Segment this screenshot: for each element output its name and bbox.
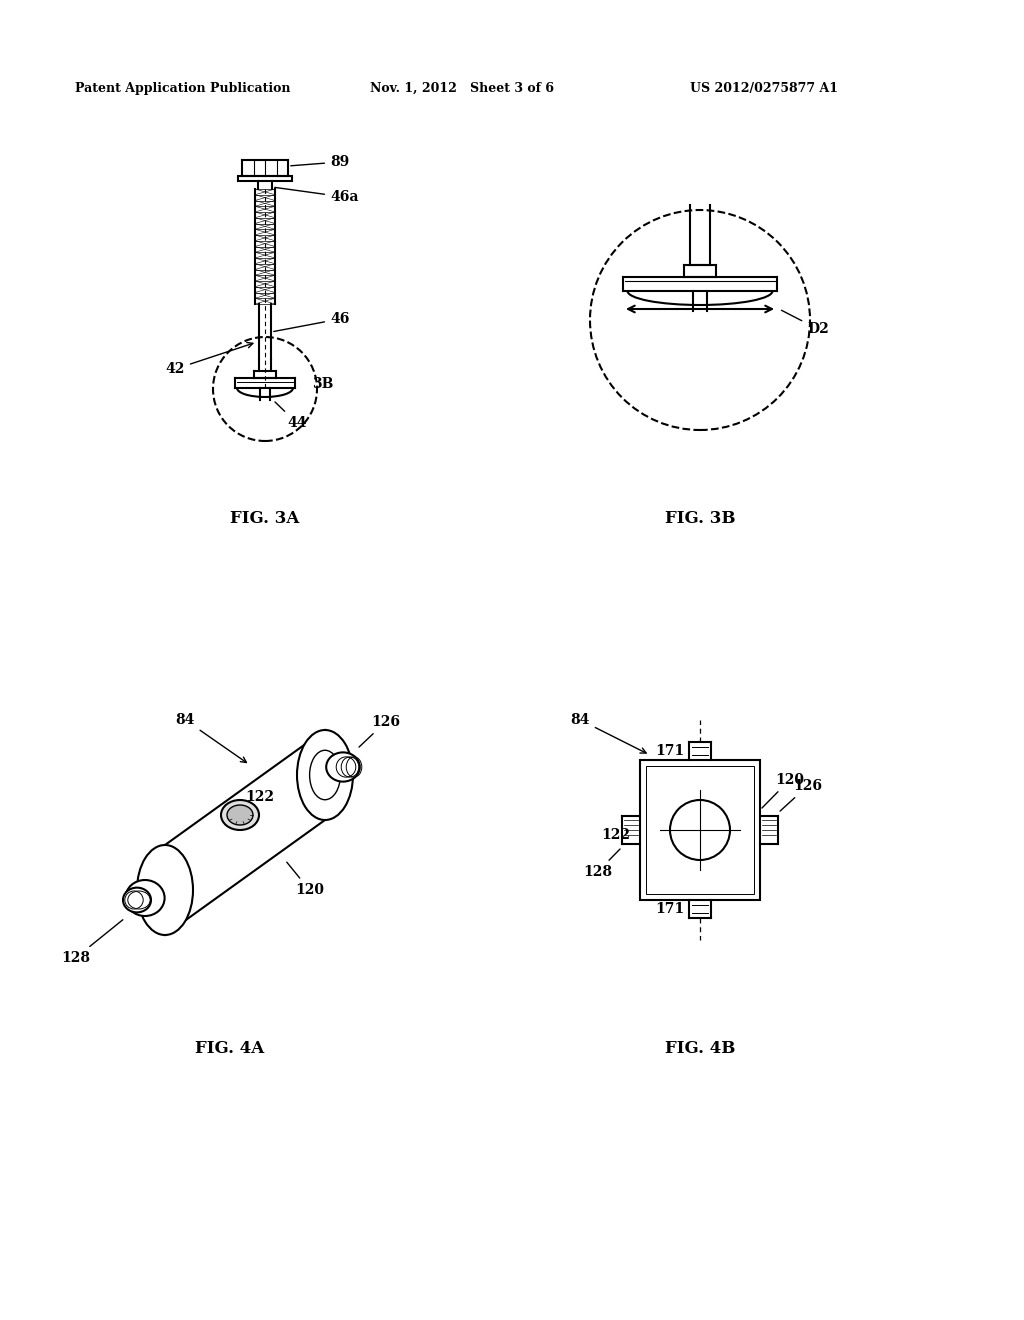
Text: FIG. 4A: FIG. 4A <box>196 1040 264 1057</box>
Ellipse shape <box>137 845 193 935</box>
Text: 89: 89 <box>291 154 349 169</box>
Text: 46: 46 <box>273 312 349 331</box>
Text: 171: 171 <box>655 902 684 916</box>
Text: 128: 128 <box>61 920 123 965</box>
Text: Nov. 1, 2012   Sheet 3 of 6: Nov. 1, 2012 Sheet 3 of 6 <box>370 82 554 95</box>
Text: 42: 42 <box>166 342 253 376</box>
Ellipse shape <box>221 800 259 830</box>
Bar <box>238 176 292 181</box>
Text: 122: 122 <box>601 828 630 842</box>
Text: US 2012/0275877 A1: US 2012/0275877 A1 <box>690 82 838 95</box>
Text: 120: 120 <box>287 862 324 898</box>
Text: 126: 126 <box>780 779 822 810</box>
Ellipse shape <box>327 752 359 781</box>
Text: 46a: 46a <box>274 187 358 205</box>
Text: 126: 126 <box>359 715 400 747</box>
Bar <box>646 766 754 894</box>
Bar <box>640 760 760 900</box>
Text: FIG. 3B: FIG. 3B <box>665 510 735 527</box>
Text: 84: 84 <box>570 713 646 752</box>
Text: 84: 84 <box>176 713 247 763</box>
Text: D2: D2 <box>781 310 828 337</box>
Text: FIG. 3A: FIG. 3A <box>230 510 300 527</box>
Ellipse shape <box>125 880 165 916</box>
Text: 122: 122 <box>245 789 274 804</box>
Ellipse shape <box>227 805 253 825</box>
Text: 44: 44 <box>275 401 306 430</box>
Text: 128: 128 <box>583 849 621 879</box>
Text: FIG. 4B: FIG. 4B <box>665 1040 735 1057</box>
Ellipse shape <box>123 887 151 912</box>
Text: Patent Application Publication: Patent Application Publication <box>75 82 291 95</box>
Text: 120: 120 <box>762 774 804 808</box>
Ellipse shape <box>297 730 353 820</box>
Text: 171: 171 <box>655 744 684 758</box>
Text: 3B: 3B <box>312 378 334 391</box>
